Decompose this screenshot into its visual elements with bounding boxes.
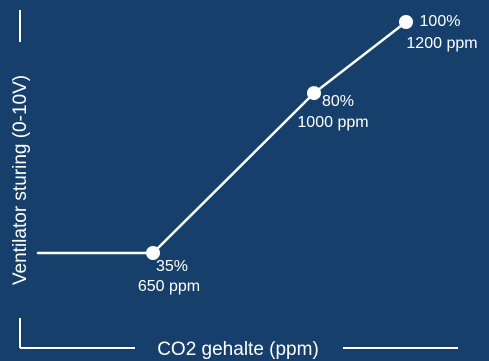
data-label-ppm-1000: 1000 ppm <box>297 114 368 131</box>
data-point-1200 <box>399 15 413 29</box>
series-layer: 35% 650 ppm 80% 1000 ppm 100% 1200 ppm <box>36 13 478 295</box>
data-label-percent-650: 35% <box>156 258 188 275</box>
data-point-1000 <box>307 86 321 101</box>
data-label-ppm-650: 650 ppm <box>138 278 200 295</box>
y-axis-label: Ventilator sturing (0-10V) <box>10 75 31 285</box>
data-label-percent-1000: 80% <box>322 93 354 110</box>
x-axis-label: CO2 gehalte (ppm) <box>157 339 319 360</box>
data-label-ppm-1200: 1200 ppm <box>406 35 477 52</box>
data-point-650 <box>146 246 160 260</box>
series-line-0 <box>36 20 408 255</box>
data-label-percent-1200: 100% <box>420 13 461 30</box>
